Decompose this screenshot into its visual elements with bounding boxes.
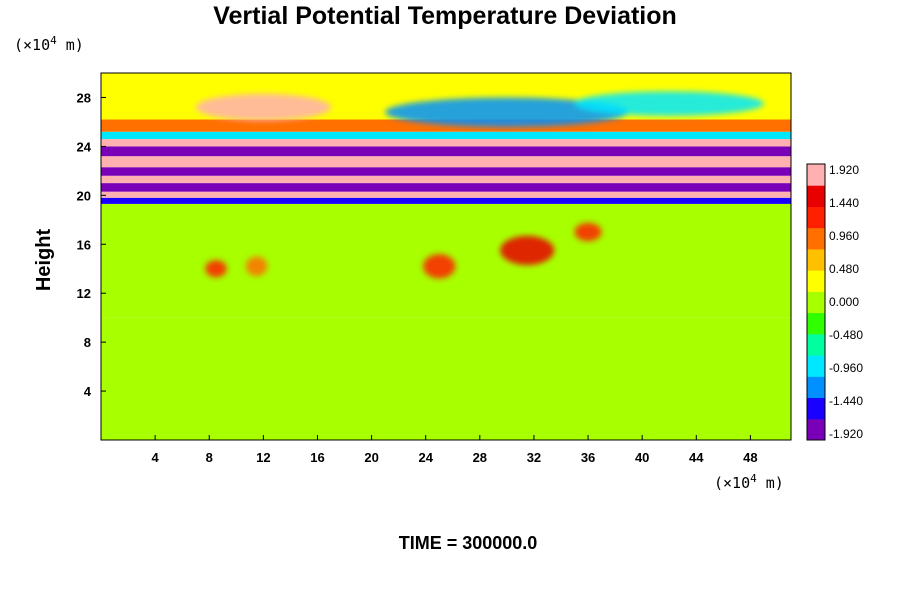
x-tick-label-11: 48 xyxy=(743,450,757,465)
x-axis-unit: (×104 m) xyxy=(714,472,784,492)
heatmap-band-8 xyxy=(101,146,791,157)
heatmap-band-0 xyxy=(101,317,791,440)
x-unit-suffix: m) xyxy=(757,474,784,492)
colorbar-swatch-12 xyxy=(807,164,825,186)
colorbar-label-2: 0.960 xyxy=(829,229,859,243)
colorbar-swatch-11 xyxy=(807,185,825,207)
x-tick-label-10: 44 xyxy=(689,450,704,465)
colorbar-swatch-2 xyxy=(807,376,825,399)
y-tick-label-6: 28 xyxy=(77,90,91,105)
heatmap-feature-5 xyxy=(423,254,456,279)
time-prefix: TIME = xyxy=(399,533,463,553)
colorbar-swatch-4 xyxy=(807,333,825,356)
time-value: 300000.0 xyxy=(462,533,537,553)
heatmap-feature-3 xyxy=(205,260,227,278)
colorbar-swatch-10 xyxy=(807,206,825,229)
heatmap-feature-0 xyxy=(195,93,331,121)
heatmap-feature-1 xyxy=(385,97,629,127)
heatmap-band-6 xyxy=(101,167,791,176)
x-ticks: 4 8 12 16 20 24 28 32 36 40 44 48 xyxy=(152,435,758,465)
colorbar-swatch-8 xyxy=(807,248,825,271)
heatmap-band-4 xyxy=(101,183,791,192)
colorbar-label-8: -1.920 xyxy=(829,427,863,441)
heatmap-band-3 xyxy=(101,191,791,198)
y-tick-label-2: 12 xyxy=(77,286,91,301)
y-tick-label-4: 20 xyxy=(77,188,91,203)
colorbar-swatch-5 xyxy=(807,312,825,335)
plot-frame xyxy=(100,72,792,441)
y-unit-exponent: 4 xyxy=(50,34,57,47)
colorbar-label-3: 0.480 xyxy=(829,262,859,276)
colorbar-swatch-6 xyxy=(807,291,825,314)
colorbar-frame xyxy=(806,163,826,441)
heatmap-feature-7 xyxy=(574,222,602,242)
colorbar-label-5: -0.480 xyxy=(829,328,863,342)
chart-title: Vertial Potential Temperature Deviation xyxy=(213,2,677,30)
heatmap-band-2 xyxy=(101,197,791,204)
colorbar-swatch-0 xyxy=(807,418,825,441)
heatmap-feature-6 xyxy=(500,235,555,266)
colorbar-swatch-9 xyxy=(807,227,825,250)
colorbar-label-1: 1.440 xyxy=(829,196,859,210)
x-tick-label-5: 24 xyxy=(418,450,433,465)
y-tick-label-1: 8 xyxy=(84,335,91,350)
plot-area xyxy=(101,73,791,440)
x-unit-exponent: 4 xyxy=(750,472,757,485)
y-tick-label-3: 16 xyxy=(77,237,91,252)
features-layer xyxy=(195,91,764,279)
y-tick-label-0: 4 xyxy=(84,384,92,399)
x-unit-prefix: (×10 xyxy=(714,474,750,492)
colorbar-swatch-1 xyxy=(807,397,825,420)
x-tick-label-6: 28 xyxy=(473,450,487,465)
heatmap-band-9 xyxy=(101,139,791,147)
y-axis-unit: (×104 m) xyxy=(14,34,84,54)
heatmap-feature-2 xyxy=(574,91,764,116)
x-tick-label-7: 32 xyxy=(527,450,541,465)
x-tick-label-9: 40 xyxy=(635,450,649,465)
x-tick-label-1: 8 xyxy=(206,450,213,465)
colorbar: 1.920 1.440 0.960 0.480 0.000 -0.480 -0.960 -1.… xyxy=(806,163,863,441)
heatmap-band-10 xyxy=(101,131,791,140)
heatmap-feature-4 xyxy=(245,256,268,277)
heatmap-band-7 xyxy=(101,156,791,168)
x-tick-label-8: 36 xyxy=(581,450,595,465)
time-annotation: TIME = 300000.0 xyxy=(399,533,538,553)
y-unit-suffix: m) xyxy=(57,36,84,54)
x-tick-label-3: 16 xyxy=(310,450,324,465)
colorbar-swatch-7 xyxy=(807,270,825,292)
x-tick-label-4: 20 xyxy=(364,450,378,465)
x-tick-label-2: 12 xyxy=(256,450,270,465)
x-tick-label-0: 4 xyxy=(152,450,160,465)
y-ticks: 4 8 12 16 20 24 28 xyxy=(77,90,106,399)
heatmap-band-5 xyxy=(101,175,791,184)
colorbar-label-4: 0.000 xyxy=(829,295,859,309)
colorbar-swatch-3 xyxy=(807,355,825,377)
colorbar-label-6: -0.960 xyxy=(829,361,863,375)
colorbar-label-0: 1.920 xyxy=(829,163,859,177)
heatmap-band-11 xyxy=(101,119,791,132)
y-axis-label: Height xyxy=(33,229,55,292)
colorbar-label-7: -1.440 xyxy=(829,394,863,408)
y-unit-prefix: (×10 xyxy=(14,36,50,54)
y-tick-label-5: 24 xyxy=(77,139,92,154)
